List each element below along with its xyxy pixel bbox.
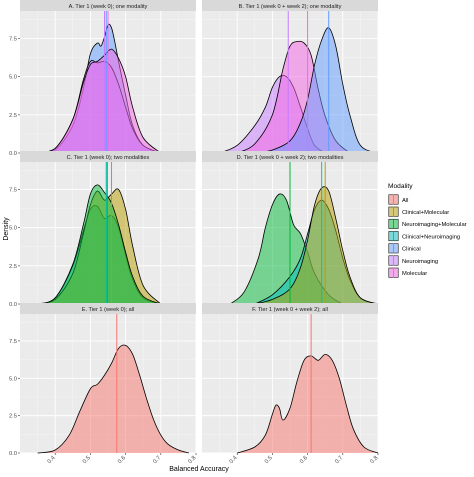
panel-title: F. Tier 1 (week 0 + week 2); all xyxy=(252,307,328,313)
panel-strip xyxy=(20,151,196,162)
y-tick-label: 2.5 xyxy=(9,414,17,420)
density-area xyxy=(237,354,378,453)
density-line xyxy=(37,344,190,454)
density-area xyxy=(37,49,161,153)
x-tick-label: 0.6 xyxy=(299,455,309,465)
legend-item: All xyxy=(388,194,408,205)
panel-b: B. Tier 1 (week 0 + week 2); one modalit… xyxy=(202,0,379,154)
x-tick-label: 0.8 xyxy=(187,455,197,465)
density-line xyxy=(254,27,379,154)
x-tick-label: 0.7 xyxy=(334,455,344,465)
y-tick-label: 7.5 xyxy=(9,187,17,193)
density-line xyxy=(237,353,379,454)
panel-a: A. Tier 1 (week 0); one modality 0.0 2.5 5.… xyxy=(9,0,197,157)
legend-label: Molecular xyxy=(402,271,427,277)
legend-item: Neuroimaging xyxy=(388,255,438,266)
y-tick-label: 7.5 xyxy=(9,36,17,42)
x-tick-label: 0.5 xyxy=(264,455,274,465)
panel-strip xyxy=(202,0,378,11)
x-tick-label: 0.8 xyxy=(369,455,379,465)
y-tick-label: 0.0 xyxy=(9,151,17,157)
y-tick-label: 2.5 xyxy=(9,113,17,119)
y-axis-title: Density xyxy=(3,217,10,241)
y-tick-label: 0.0 xyxy=(9,302,17,308)
legend-label: Clinical+Neuroimaging xyxy=(402,234,460,240)
legend-label: Neuroimaging xyxy=(402,259,438,265)
x-tick-label: 0.5 xyxy=(82,455,92,465)
y-tick-label: 5.0 xyxy=(9,75,17,81)
density-area xyxy=(254,186,378,304)
y-tick-label: 5.0 xyxy=(9,226,17,232)
panel-title: B. Tier 1 (week 0 + week 2); one modalit… xyxy=(239,4,342,10)
legend-label: Clinical+Molecular xyxy=(402,210,449,216)
x-tick-label: 0.6 xyxy=(117,455,127,465)
density-area xyxy=(254,27,378,153)
legend-title: Modality xyxy=(388,183,413,190)
panel-strip xyxy=(202,151,378,162)
legend: Modality All Clinical+Molecular Neuroimagi… xyxy=(388,183,467,279)
y-tick-label: 0.0 xyxy=(9,451,17,457)
panel-f: F. Tier 1 (week 0 + week 2); all 0.4 0.5 0.… xyxy=(202,303,379,465)
legend-label: Neuroimaging+Molecular xyxy=(402,222,467,228)
legend-item: Clinical+Molecular xyxy=(388,206,449,218)
legend-item: Clinical xyxy=(388,242,421,254)
x-tick-label: 0.4 xyxy=(47,455,57,465)
density-area xyxy=(37,184,161,304)
y-tick-label: 7.5 xyxy=(9,339,17,345)
panel-d: D. Tier 1 (week 0 + week 2); two modalit… xyxy=(202,151,379,305)
x-tick-label: 0.7 xyxy=(152,455,162,465)
y-tick-label: 5.0 xyxy=(9,376,17,382)
panel-e: E. Tier 1 (week 0); all 0.0 2.5 5.0 7.5 0.4 0.… xyxy=(9,303,197,465)
panel-c: C. Tier 1 (week 0); two modalities 0.0 2.5… xyxy=(9,151,197,308)
legend-item: Clinical+Neuroimaging xyxy=(388,230,460,242)
panel-title: D. Tier 1 (week 0 + week 2); two modalit… xyxy=(237,155,344,161)
density-line xyxy=(37,184,161,305)
panel-strip xyxy=(20,303,196,314)
panel-strip xyxy=(20,0,196,11)
legend-item: Molecular xyxy=(388,267,427,279)
panel-title: C. Tier 1 (week 0); two modalities xyxy=(67,155,150,161)
x-axis-title: Balanced Accuracy xyxy=(169,466,229,473)
y-tick-label: 2.5 xyxy=(9,264,17,270)
legend-label: All xyxy=(402,198,408,204)
legend-label: Clinical xyxy=(402,247,421,253)
x-tick-label: 0.4 xyxy=(229,455,239,465)
panels: A. Tier 1 (week 0); one modality 0.0 2.5 5.… xyxy=(9,0,379,465)
panel-title: A. Tier 1 (week 0); one modality xyxy=(69,4,148,10)
legend-item: Neuroimaging+Molecular xyxy=(388,218,467,230)
panel-title: E. Tier 1 (week 0); all xyxy=(82,307,135,313)
density-area xyxy=(37,345,189,453)
panel-strip xyxy=(202,303,378,314)
